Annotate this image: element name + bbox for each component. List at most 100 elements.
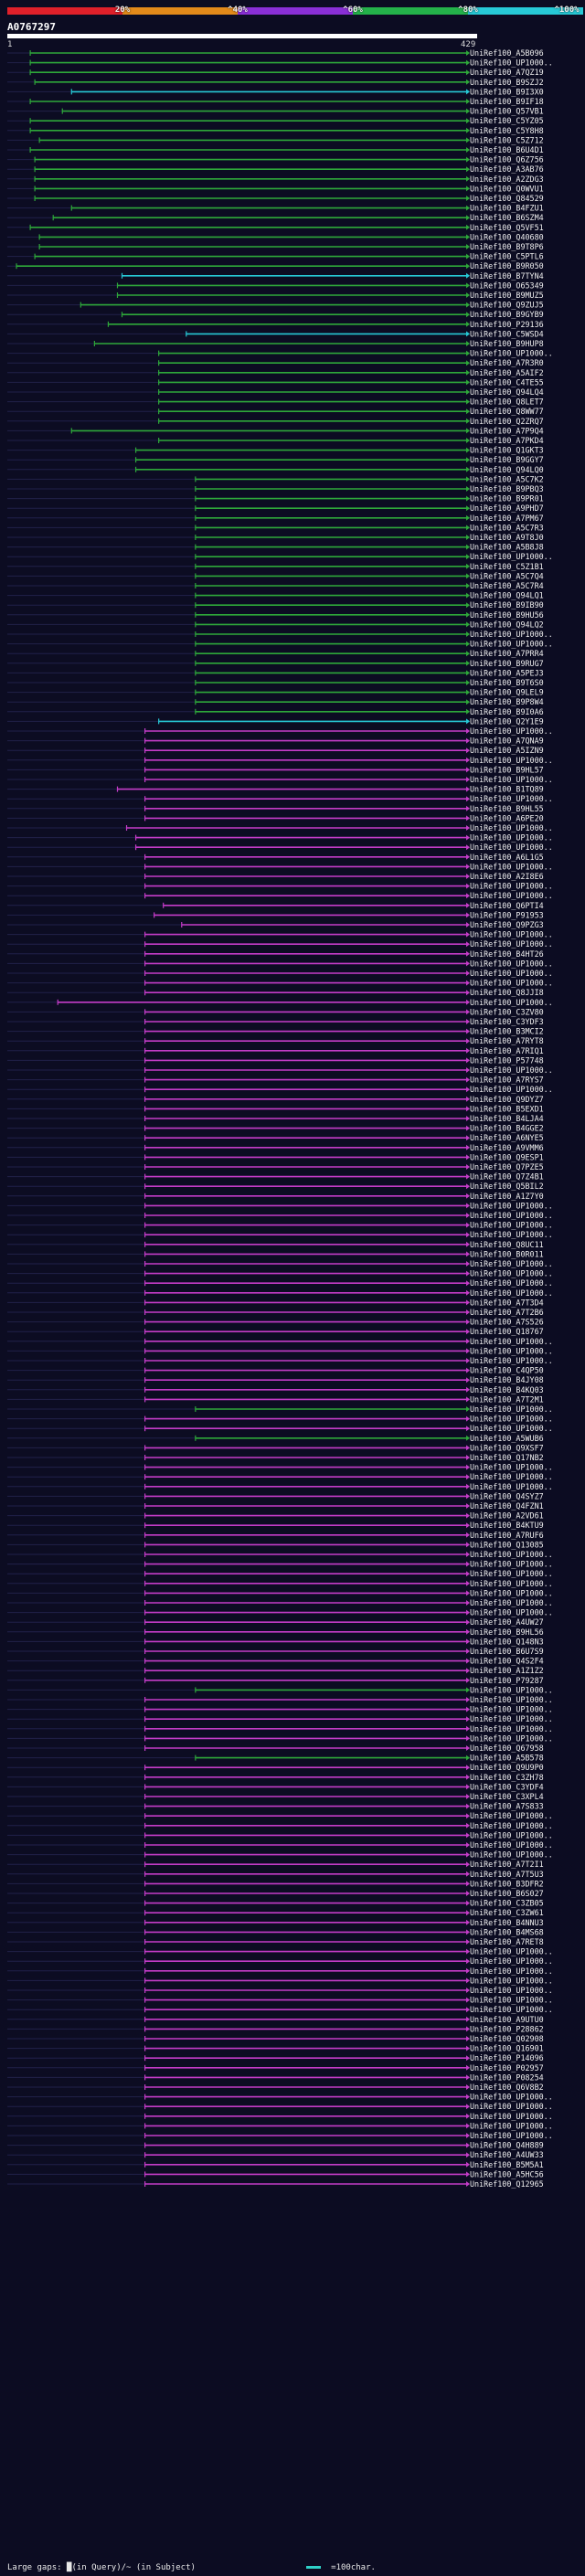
hit-row[interactable]: UniRef100_UP1000.. bbox=[7, 1569, 553, 1578]
hit-row[interactable]: UniRef100_Q0WVU1 bbox=[7, 184, 544, 193]
hit-label[interactable]: UniRef100_UP1000.. bbox=[470, 1724, 553, 1733]
hit-row[interactable]: UniRef100_B9R050 bbox=[7, 261, 544, 270]
hit-label[interactable]: UniRef100_UP1000.. bbox=[470, 1850, 553, 1860]
hit-label[interactable]: UniRef100_A7PRR4 bbox=[470, 649, 544, 658]
hit-row[interactable]: UniRef100_UP1000.. bbox=[7, 1405, 553, 1414]
hit-row[interactable]: UniRef100_A5WUB6 bbox=[7, 1434, 544, 1443]
hit-row[interactable]: UniRef100_UP1000.. bbox=[7, 775, 553, 784]
hit-label[interactable]: UniRef100_UP1000.. bbox=[470, 1230, 553, 1239]
hit-row[interactable]: UniRef100_A7PM67 bbox=[7, 514, 544, 523]
hit-label[interactable]: UniRef100_UP1000.. bbox=[470, 1821, 553, 1830]
hit-label[interactable]: UniRef100_B9HU56 bbox=[470, 610, 544, 620]
hit-label[interactable]: UniRef100_C5Z1B1 bbox=[470, 562, 544, 571]
hit-row[interactable]: UniRef100_P91953 bbox=[7, 910, 544, 919]
hit-label[interactable]: UniRef100_A7S833 bbox=[470, 1802, 544, 1811]
hit-label[interactable]: UniRef100_Q40680 bbox=[470, 232, 544, 241]
hit-row[interactable]: UniRef100_A5AIF2 bbox=[7, 368, 544, 377]
hit-label[interactable]: UniRef100_Q02908 bbox=[470, 2034, 544, 2043]
hit-label[interactable]: UniRef100_B5M5A1 bbox=[470, 2160, 544, 2169]
hit-row[interactable]: UniRef100_Q40680 bbox=[7, 232, 544, 241]
hit-row[interactable]: UniRef100_UP1000.. bbox=[7, 1850, 553, 1860]
hit-label[interactable]: UniRef100_UP1000.. bbox=[470, 1221, 553, 1230]
hit-row[interactable]: UniRef100_UP1000.. bbox=[7, 349, 553, 358]
hit-label[interactable]: UniRef100_UP1000.. bbox=[470, 1714, 553, 1723]
hit-label[interactable]: UniRef100_A7QZ19 bbox=[470, 68, 544, 77]
hit-label[interactable]: UniRef100_B4KTU9 bbox=[470, 1521, 544, 1530]
hit-label[interactable]: UniRef100_A7S526 bbox=[470, 1318, 544, 1327]
hit-label[interactable]: UniRef100_Q94LQ2 bbox=[470, 620, 544, 629]
hit-row[interactable]: UniRef100_A7RUF6 bbox=[7, 1531, 544, 1540]
hit-label[interactable]: UniRef100_A5HC56 bbox=[470, 2169, 544, 2178]
hit-row[interactable]: UniRef100_UP1000.. bbox=[7, 1976, 553, 1985]
hit-label[interactable]: UniRef100_B3DFR2 bbox=[470, 1879, 544, 1888]
hit-row[interactable]: UniRef100_B4GGE2 bbox=[7, 1124, 544, 1133]
hit-row[interactable]: UniRef100_UP1000.. bbox=[7, 1550, 553, 1559]
hit-row[interactable]: UniRef100_UP1000.. bbox=[7, 823, 553, 832]
hit-row[interactable]: UniRef100_Q9U9P0 bbox=[7, 1763, 544, 1772]
hit-row[interactable]: UniRef100_Q9LEL9 bbox=[7, 688, 544, 697]
hit-label[interactable]: UniRef100_B4LJA4 bbox=[470, 1114, 544, 1123]
hit-row[interactable]: UniRef100_P28862 bbox=[7, 2024, 544, 2033]
hit-label[interactable]: UniRef100_A2VD61 bbox=[470, 1511, 544, 1521]
hit-label[interactable]: UniRef100_A7RET8 bbox=[470, 1937, 544, 1946]
hit-row[interactable]: UniRef100_UP1000.. bbox=[7, 1966, 553, 1976]
hit-row[interactable]: UniRef100_UP1000.. bbox=[7, 1956, 553, 1966]
hit-label[interactable]: UniRef100_UP1000.. bbox=[470, 1986, 553, 1995]
hit-row[interactable]: UniRef100_Q16901 bbox=[7, 2044, 544, 2053]
hit-label[interactable]: UniRef100_UP1000.. bbox=[470, 1463, 553, 1472]
hit-label[interactable]: UniRef100_UP1000.. bbox=[470, 833, 553, 843]
hit-label[interactable]: UniRef100_Q57VB1 bbox=[470, 107, 544, 116]
hit-row[interactable]: UniRef100_B9T6S0 bbox=[7, 678, 544, 687]
hit-label[interactable]: UniRef100_UP1000.. bbox=[470, 1598, 553, 1607]
hit-row[interactable]: UniRef100_UP1000.. bbox=[7, 1230, 553, 1239]
hit-row[interactable]: UniRef100_A7QZ19 bbox=[7, 68, 544, 77]
hit-row[interactable]: UniRef100_B9I3X0 bbox=[7, 87, 544, 96]
hit-label[interactable]: UniRef100_UP1000.. bbox=[470, 640, 553, 649]
hit-label[interactable]: UniRef100_O65349 bbox=[470, 281, 544, 290]
hit-label[interactable]: UniRef100_UP1000.. bbox=[470, 1259, 553, 1268]
hit-label[interactable]: UniRef100_Q4FZN1 bbox=[470, 1501, 544, 1511]
hit-row[interactable]: UniRef100_UP1000.. bbox=[7, 726, 553, 736]
hit-row[interactable]: UniRef100_UP1000.. bbox=[7, 1356, 553, 1365]
hit-label[interactable]: UniRef100_Q5VF51 bbox=[470, 223, 544, 232]
hit-row[interactable]: UniRef100_C4QP50 bbox=[7, 1366, 544, 1375]
hit-label[interactable]: UniRef100_B9I3X0 bbox=[470, 87, 544, 96]
hit-row[interactable]: UniRef100_A9VMM6 bbox=[7, 1143, 544, 1152]
hit-label[interactable]: UniRef100_Q84529 bbox=[470, 194, 544, 203]
hit-row[interactable]: UniRef100_B9PR01 bbox=[7, 494, 544, 504]
hit-label[interactable]: UniRef100_B9PBQ3 bbox=[470, 484, 544, 493]
hit-row[interactable]: UniRef100_UP1000.. bbox=[7, 1579, 553, 1588]
hit-row[interactable]: UniRef100_B4JY08 bbox=[7, 1375, 544, 1384]
hit-label[interactable]: UniRef100_UP1000.. bbox=[470, 1569, 553, 1578]
hit-label[interactable]: UniRef100_UP1000.. bbox=[470, 1201, 553, 1210]
hit-label[interactable]: UniRef100_B4GGE2 bbox=[470, 1124, 544, 1133]
hit-label[interactable]: UniRef100_C5YZ05 bbox=[470, 116, 544, 125]
hit-label[interactable]: UniRef100_UP1000.. bbox=[470, 1733, 553, 1743]
hit-row[interactable]: UniRef100_B9I0A6 bbox=[7, 707, 544, 716]
hit-label[interactable]: UniRef100_A9T8J0 bbox=[470, 533, 544, 542]
hit-label[interactable]: UniRef100_Q6Z756 bbox=[470, 155, 544, 164]
hit-row[interactable]: UniRef100_UP1000.. bbox=[7, 1695, 553, 1704]
hit-row[interactable]: UniRef100_Q7Z4B1 bbox=[7, 1172, 544, 1182]
hit-label[interactable]: UniRef100_A3AB76 bbox=[470, 164, 544, 174]
hit-label[interactable]: UniRef100_Q1GKT3 bbox=[470, 446, 544, 455]
hit-row[interactable]: UniRef100_A6L1G5 bbox=[7, 853, 544, 862]
hit-label[interactable]: UniRef100_UP1000.. bbox=[470, 58, 553, 68]
hit-label[interactable]: UniRef100_C3ZW61 bbox=[470, 1908, 544, 1917]
hit-label[interactable]: UniRef100_UP1000.. bbox=[470, 1976, 553, 1985]
hit-row[interactable]: UniRef100_Q84529 bbox=[7, 194, 544, 203]
hit-label[interactable]: UniRef100_P28862 bbox=[470, 2024, 544, 2033]
hit-row[interactable]: UniRef100_C3ZW61 bbox=[7, 1908, 544, 1917]
hit-row[interactable]: UniRef100_Q12965 bbox=[7, 2179, 544, 2189]
hit-row[interactable]: UniRef100_A5B578 bbox=[7, 1754, 544, 1763]
hit-label[interactable]: UniRef100_UP1000.. bbox=[470, 1608, 553, 1617]
hit-row[interactable]: UniRef100_Q7PZE5 bbox=[7, 1162, 544, 1171]
hit-row[interactable]: UniRef100_UP1000.. bbox=[7, 630, 553, 639]
hit-row[interactable]: UniRef100_UP1000.. bbox=[7, 1598, 553, 1607]
hit-row[interactable]: UniRef100_A5C7K2 bbox=[7, 474, 544, 483]
hit-row[interactable]: UniRef100_A5B096 bbox=[7, 48, 544, 58]
hit-row[interactable]: UniRef100_C5Z1B1 bbox=[7, 562, 544, 571]
hit-row[interactable]: UniRef100_A5C7Q4 bbox=[7, 571, 544, 580]
hit-label[interactable]: UniRef100_C5Z712 bbox=[470, 135, 544, 144]
hit-row[interactable]: UniRef100_UP1000.. bbox=[7, 2121, 553, 2130]
